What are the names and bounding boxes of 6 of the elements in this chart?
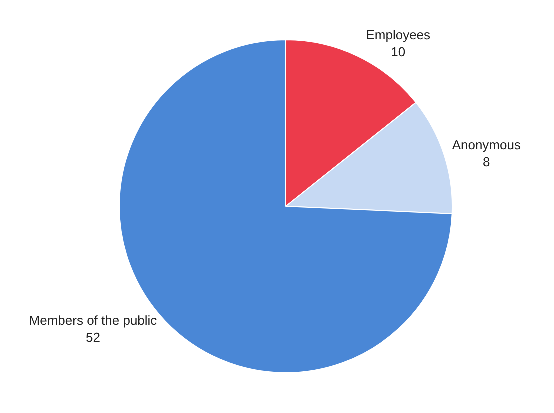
data-label: 52 [86, 330, 100, 346]
data-label: 10 [391, 44, 406, 60]
slice-label: Members of the public [29, 313, 158, 328]
slice-label: Employees [366, 28, 432, 43]
data-label: 8 [483, 154, 490, 170]
slice-label: Anonymous [452, 138, 522, 153]
